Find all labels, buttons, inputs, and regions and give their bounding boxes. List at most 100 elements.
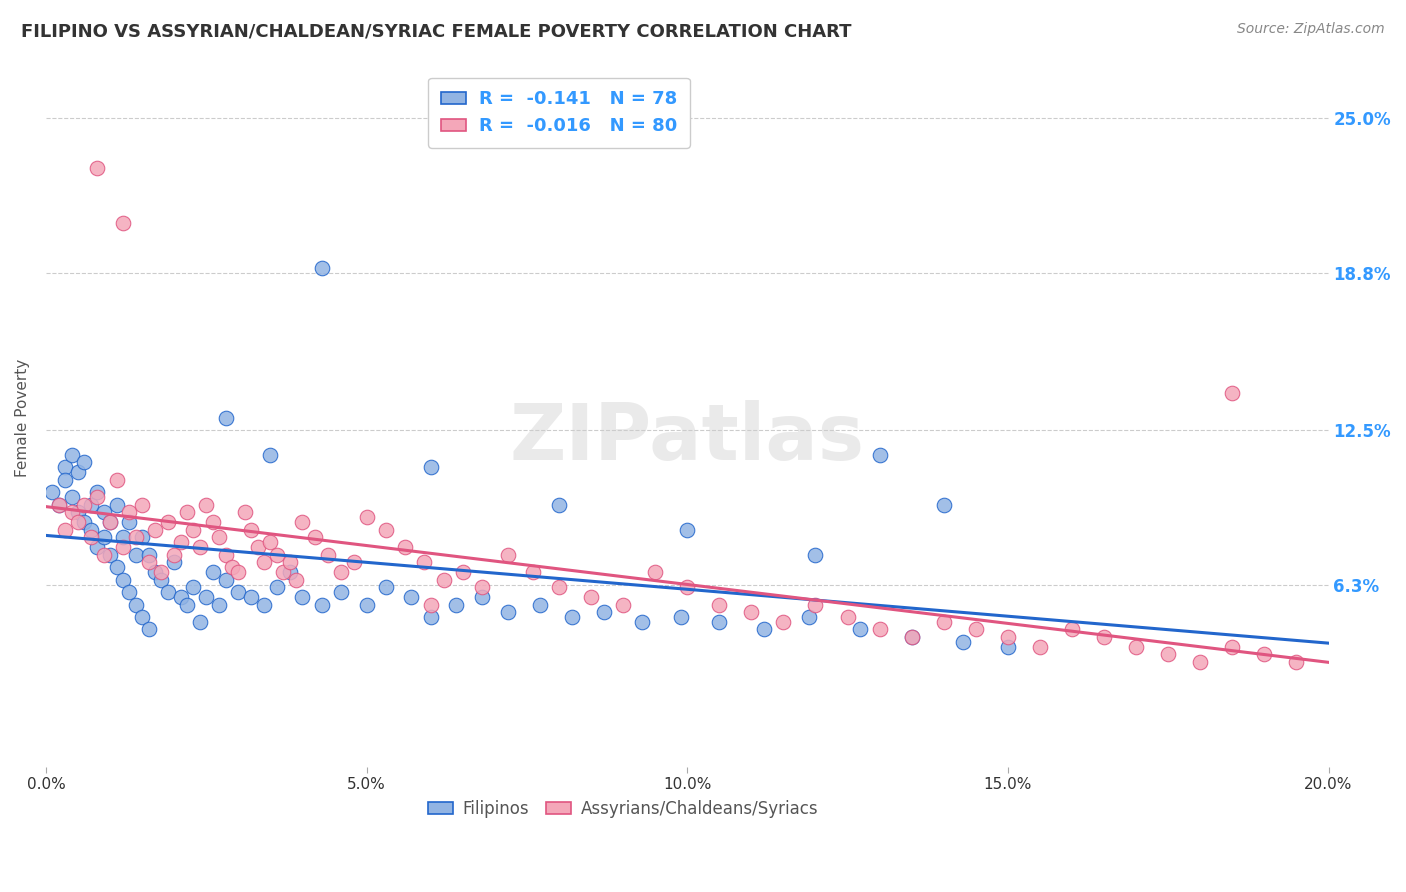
- Text: FILIPINO VS ASSYRIAN/CHALDEAN/SYRIAC FEMALE POVERTY CORRELATION CHART: FILIPINO VS ASSYRIAN/CHALDEAN/SYRIAC FEM…: [21, 22, 852, 40]
- Point: [131, 530, 153, 544]
- Point: [98, 515, 121, 529]
- Point: [67, 515, 90, 529]
- Point: [67, 505, 90, 519]
- Point: [932, 615, 955, 629]
- Point: [271, 565, 294, 579]
- Point: [131, 498, 153, 512]
- Point: [80, 523, 103, 537]
- Point: [419, 598, 441, 612]
- Point: [1253, 648, 1275, 662]
- Point: [401, 590, 423, 604]
- Point: [330, 565, 353, 579]
- Point: [195, 498, 218, 512]
- Point: [195, 590, 218, 604]
- Point: [208, 530, 231, 544]
- Point: [451, 565, 474, 579]
- Point: [644, 565, 666, 579]
- Point: [118, 515, 141, 529]
- Point: [111, 540, 134, 554]
- Point: [73, 515, 96, 529]
- Point: [797, 610, 820, 624]
- Point: [98, 515, 121, 529]
- Point: [131, 610, 153, 624]
- Point: [163, 548, 186, 562]
- Point: [73, 455, 96, 469]
- Point: [952, 635, 974, 649]
- Point: [86, 491, 108, 505]
- Point: [869, 448, 891, 462]
- Point: [201, 515, 224, 529]
- Point: [48, 498, 70, 512]
- Point: [419, 460, 441, 475]
- Point: [111, 216, 134, 230]
- Point: [1285, 655, 1308, 669]
- Point: [522, 565, 544, 579]
- Point: [612, 598, 634, 612]
- Point: [150, 573, 173, 587]
- Point: [111, 530, 134, 544]
- Point: [118, 585, 141, 599]
- Point: [93, 505, 115, 519]
- Point: [183, 523, 205, 537]
- Point: [394, 540, 416, 554]
- Point: [579, 590, 602, 604]
- Point: [900, 630, 922, 644]
- Point: [125, 598, 148, 612]
- Point: [278, 565, 301, 579]
- Point: [125, 530, 148, 544]
- Point: [266, 580, 288, 594]
- Point: [1220, 640, 1243, 654]
- Point: [316, 548, 339, 562]
- Point: [446, 598, 468, 612]
- Text: ZIPatlas: ZIPatlas: [510, 401, 865, 476]
- Point: [53, 460, 76, 475]
- Point: [86, 161, 108, 176]
- Point: [188, 540, 211, 554]
- Point: [48, 498, 70, 512]
- Point: [60, 448, 83, 462]
- Point: [631, 615, 654, 629]
- Point: [548, 580, 571, 594]
- Point: [1092, 630, 1115, 644]
- Y-axis label: Female Poverty: Female Poverty: [15, 359, 30, 476]
- Point: [285, 573, 308, 587]
- Point: [593, 605, 616, 619]
- Point: [419, 610, 441, 624]
- Point: [60, 505, 83, 519]
- Point: [1220, 385, 1243, 400]
- Point: [304, 530, 326, 544]
- Point: [240, 590, 263, 604]
- Point: [156, 515, 179, 529]
- Point: [709, 615, 731, 629]
- Point: [311, 598, 333, 612]
- Legend: Filipinos, Assyrians/Chaldeans/Syriacs: Filipinos, Assyrians/Chaldeans/Syriacs: [420, 793, 825, 824]
- Point: [343, 555, 366, 569]
- Point: [291, 515, 314, 529]
- Point: [214, 410, 236, 425]
- Point: [932, 498, 955, 512]
- Point: [60, 491, 83, 505]
- Point: [869, 623, 891, 637]
- Point: [259, 448, 281, 462]
- Point: [432, 573, 454, 587]
- Point: [1029, 640, 1052, 654]
- Point: [80, 498, 103, 512]
- Point: [188, 615, 211, 629]
- Point: [86, 540, 108, 554]
- Point: [496, 605, 519, 619]
- Point: [169, 590, 191, 604]
- Point: [150, 565, 173, 579]
- Point: [1125, 640, 1147, 654]
- Point: [709, 598, 731, 612]
- Point: [1189, 655, 1212, 669]
- Point: [311, 260, 333, 275]
- Point: [105, 498, 128, 512]
- Point: [105, 473, 128, 487]
- Point: [138, 555, 160, 569]
- Point: [143, 523, 166, 537]
- Point: [73, 498, 96, 512]
- Point: [138, 548, 160, 562]
- Point: [900, 630, 922, 644]
- Point: [965, 623, 987, 637]
- Point: [471, 580, 494, 594]
